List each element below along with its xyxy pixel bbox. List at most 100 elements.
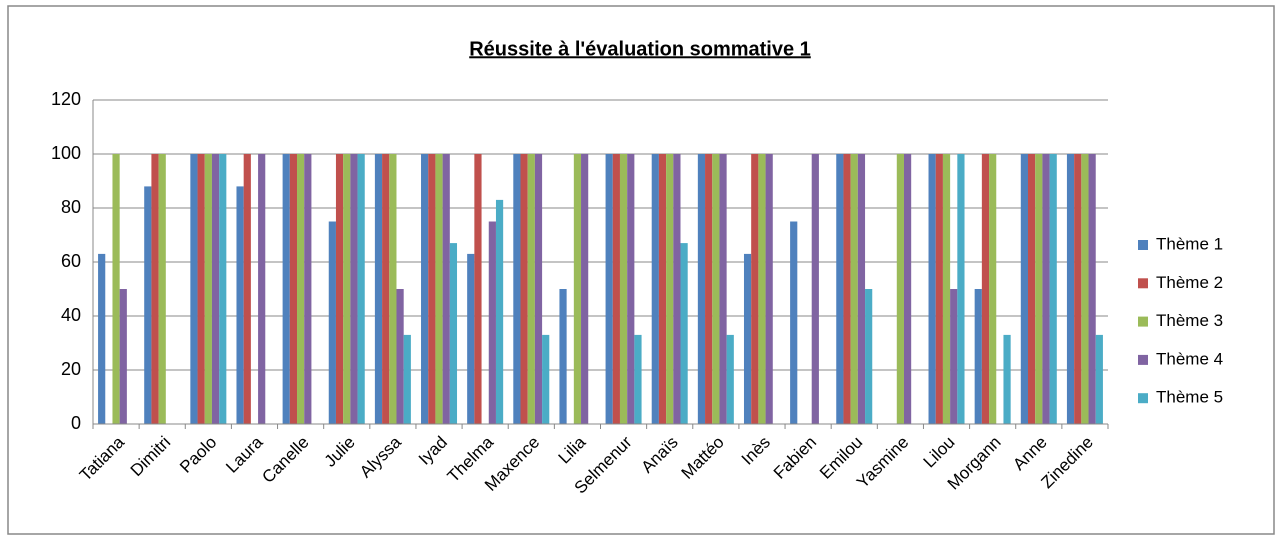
bar: [1035, 154, 1043, 424]
bar: [403, 334, 411, 424]
bar: [712, 154, 720, 424]
y-tick-label: 100: [51, 143, 81, 163]
legend-label: Thème 1: [1156, 234, 1223, 253]
bar: [374, 154, 383, 424]
bar: [651, 154, 659, 424]
bar: [449, 243, 458, 424]
y-tick-label: 80: [61, 197, 81, 217]
bar: [144, 186, 152, 424]
bar: [1049, 154, 1057, 424]
bar: [619, 154, 628, 424]
bar: [896, 154, 904, 424]
bar: [758, 154, 766, 424]
bar: [328, 221, 336, 424]
bar: [658, 154, 667, 424]
bar: [467, 253, 475, 424]
bar: [697, 154, 706, 424]
bar: [112, 154, 120, 424]
bar: [350, 154, 358, 424]
bar: [581, 154, 589, 424]
legend-swatch: [1138, 240, 1148, 250]
bar: [474, 154, 482, 424]
bar: [1095, 334, 1103, 424]
bar: [534, 154, 543, 424]
bar: [1066, 154, 1075, 424]
chart-title: Réussite à l'évaluation sommative 1: [469, 38, 811, 60]
bar: [204, 154, 212, 424]
legend-label: Thème 2: [1156, 273, 1223, 292]
bar: [282, 154, 290, 424]
y-tick-label: 40: [61, 305, 81, 325]
bar: [950, 289, 958, 424]
bar: [435, 154, 443, 424]
bar: [634, 334, 642, 424]
bar: [1027, 154, 1036, 424]
bar: [680, 243, 688, 424]
bar: [527, 154, 535, 424]
bar: [705, 154, 713, 424]
bar: [957, 154, 965, 424]
bar: [928, 154, 936, 424]
bar: [396, 289, 404, 424]
bar: [726, 334, 734, 424]
bar: [612, 154, 620, 424]
bar: [335, 154, 344, 424]
bar: [559, 289, 567, 424]
legend-swatch: [1138, 393, 1148, 404]
bar: [1003, 334, 1011, 424]
bar: [605, 154, 613, 424]
bar: [857, 154, 866, 424]
bar: [197, 154, 205, 424]
bar: [1081, 154, 1089, 424]
bar: [836, 154, 844, 424]
bar: [488, 221, 496, 424]
bar: [765, 154, 773, 424]
legend-swatch: [1138, 278, 1148, 289]
bar: [219, 154, 227, 424]
bar: [1074, 154, 1082, 424]
bar: [719, 154, 727, 424]
y-tick-label: 0: [71, 413, 81, 433]
bar: [151, 154, 159, 424]
bar: [811, 154, 819, 424]
legend-swatch: [1138, 316, 1148, 327]
bar: [421, 154, 429, 424]
bar: [627, 154, 635, 424]
bar: [343, 154, 351, 424]
bar: [520, 154, 528, 424]
bar: [289, 154, 298, 424]
bar: [442, 154, 450, 424]
bar: [158, 154, 166, 424]
bar: [119, 289, 127, 424]
bar: [935, 154, 943, 424]
bar: [236, 186, 244, 424]
bar: [357, 154, 365, 424]
bar: [843, 154, 851, 424]
bar: [389, 154, 397, 424]
legend-swatch: [1138, 354, 1148, 365]
bar: [297, 154, 305, 424]
bar: [743, 253, 752, 424]
legend-label: Thème 5: [1156, 388, 1223, 407]
legend-label: Thème 4: [1156, 349, 1223, 368]
y-tick-label: 60: [61, 251, 81, 271]
bar: [981, 154, 990, 424]
bar: [382, 154, 390, 424]
bar: [790, 221, 798, 424]
bar: [211, 154, 220, 424]
bar: [865, 289, 873, 424]
bar: [495, 199, 504, 424]
bar: [243, 154, 251, 424]
bar: [573, 154, 582, 424]
bar: [850, 154, 858, 424]
bar: [258, 154, 266, 424]
legend-label: Thème 3: [1156, 311, 1223, 330]
bar: [989, 154, 997, 424]
bar: [942, 154, 951, 424]
bar: [974, 289, 982, 424]
bar: [428, 154, 436, 424]
bar: [190, 154, 198, 424]
bar: [513, 154, 521, 424]
bar: [1042, 154, 1050, 424]
